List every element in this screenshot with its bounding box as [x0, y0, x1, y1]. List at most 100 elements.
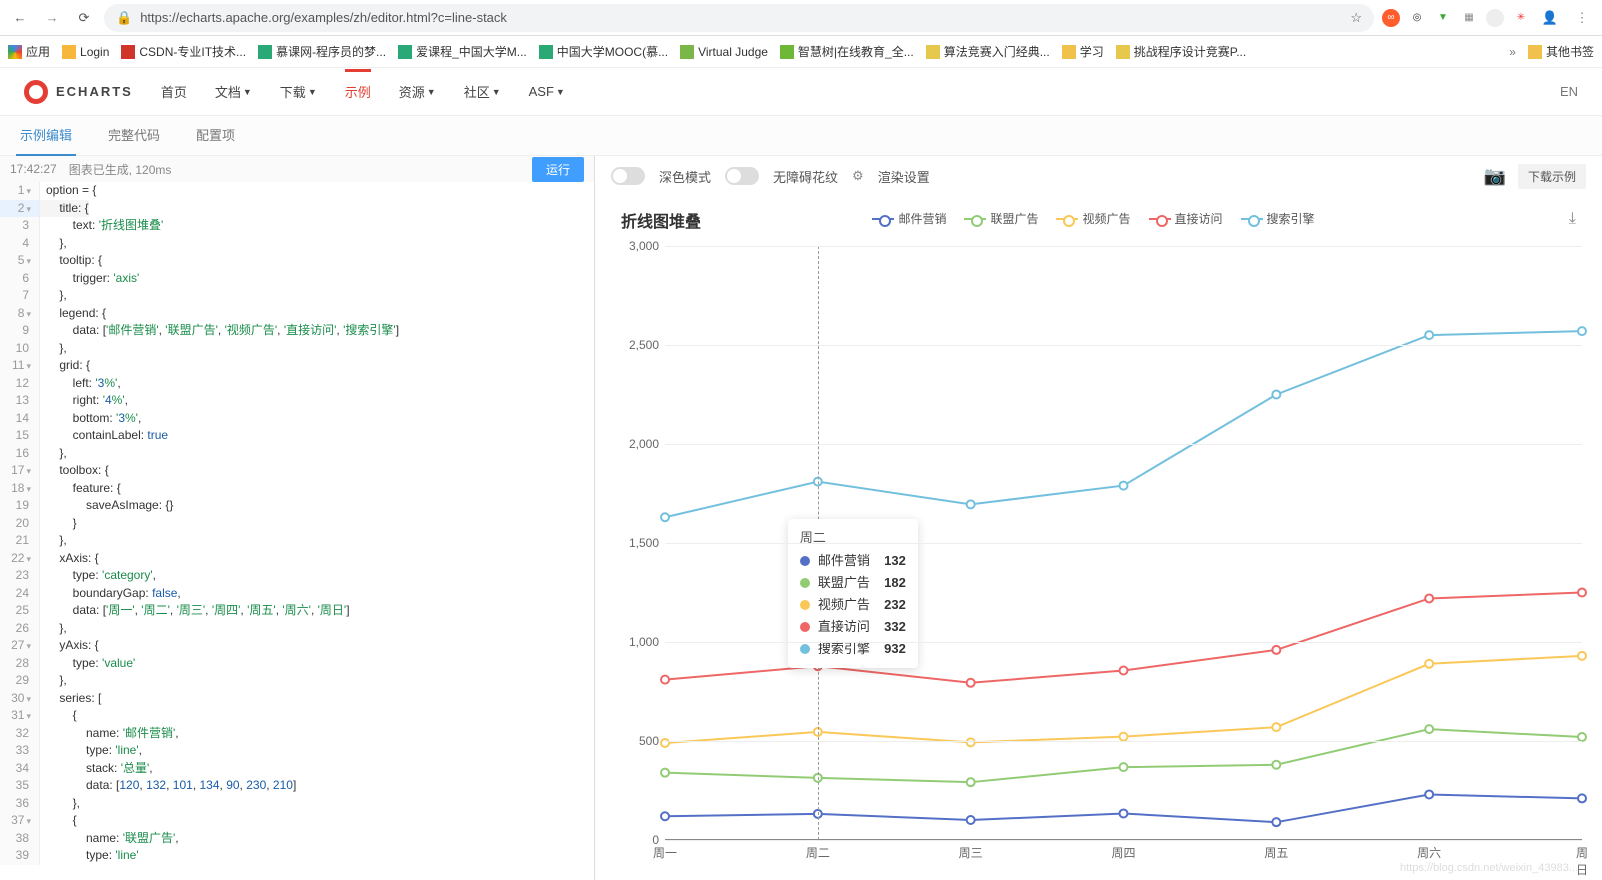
code-line[interactable]: 35 data: [120, 132, 101, 134, 90, 230, 2…	[0, 777, 594, 795]
code-line[interactable]: 32 name: '邮件营销',	[0, 725, 594, 743]
code-line[interactable]: 3 text: '折线图堆叠'	[0, 217, 594, 235]
code-line[interactable]: 19 saveAsImage: {}	[0, 497, 594, 515]
code-line[interactable]: 9 data: ['邮件营销', '联盟广告', '视频广告', '直接访问',…	[0, 322, 594, 340]
profile-icon[interactable]: 👤	[1538, 6, 1562, 30]
code-line[interactable]: 11▾ grid: {	[0, 357, 594, 375]
code-line[interactable]: 5▾ tooltip: {	[0, 252, 594, 270]
code-line[interactable]: 27▾ yAxis: {	[0, 637, 594, 655]
lock-icon: 🔒	[116, 10, 132, 26]
logo[interactable]: ECHARTS	[24, 80, 133, 104]
nav-示例[interactable]: 示例	[345, 82, 371, 101]
download-button[interactable]: 下载示例	[1518, 164, 1586, 189]
code-line[interactable]: 22▾ xAxis: {	[0, 550, 594, 568]
code-line[interactable]: 28 type: 'value'	[0, 655, 594, 673]
render-settings-label[interactable]: 渲染设置	[878, 167, 930, 186]
chevron-down-icon: ▼	[308, 87, 317, 97]
extension-icon[interactable]	[1486, 9, 1504, 27]
bookmarks-overflow[interactable]: »	[1509, 45, 1516, 59]
bookmark-item[interactable]: 学习	[1062, 43, 1104, 60]
legend-video[interactable]: 视频广告	[1056, 210, 1130, 227]
bookmark-item[interactable]: 算法竞赛入门经典...	[926, 43, 1050, 60]
camera-icon[interactable]: 📷	[1484, 166, 1506, 187]
dark-mode-toggle[interactable]	[611, 167, 645, 185]
code-line[interactable]: 15 containLabel: true	[0, 427, 594, 445]
nav-文档[interactable]: 文档▼	[215, 82, 252, 101]
bookmark-item[interactable]: 爱课程_中国大学M...	[398, 43, 527, 60]
nav-下载[interactable]: 下载▼	[280, 82, 317, 101]
code-line[interactable]: 4 },	[0, 235, 594, 253]
language-switch[interactable]: EN	[1560, 84, 1578, 99]
code-line[interactable]: 17▾ toolbox: {	[0, 462, 594, 480]
bookmark-item[interactable]: Login	[62, 45, 109, 59]
run-button[interactable]: 运行	[532, 157, 584, 182]
bookmark-item[interactable]: 挑战程序设计竞赛P...	[1116, 43, 1246, 60]
code-line[interactable]: 23 type: 'category',	[0, 567, 594, 585]
code-line[interactable]: 16 },	[0, 445, 594, 463]
code-editor[interactable]: 1▾option = {2▾ title: {3 text: '折线图堆叠'4 …	[0, 182, 594, 880]
chart-plot[interactable]: 周二 邮件营销132联盟广告182视频广告232直接访问332搜索引擎932 0…	[665, 246, 1582, 840]
nav-社区[interactable]: 社区▼	[464, 82, 501, 101]
nav-资源[interactable]: 资源▼	[399, 82, 436, 101]
nav-首页[interactable]: 首页	[161, 82, 187, 101]
bookmark-item[interactable]: 中国大学MOOC(慕...	[539, 43, 668, 60]
nav-links: 首页 文档▼ 下载▼ 示例 资源▼ 社区▼ ASF▼	[161, 82, 565, 101]
forward-button[interactable]: →	[40, 6, 64, 30]
code-line[interactable]: 36 },	[0, 795, 594, 813]
code-line[interactable]: 29 },	[0, 672, 594, 690]
menu-icon[interactable]: ⋮	[1570, 6, 1594, 30]
apps-button[interactable]: 应用	[8, 43, 50, 60]
code-line[interactable]: 18▾ feature: {	[0, 480, 594, 498]
code-line[interactable]: 34 stack: '总量',	[0, 760, 594, 778]
bookmark-item[interactable]: Virtual Judge	[680, 45, 768, 59]
tooltip-dot	[800, 600, 810, 610]
bookmark-item[interactable]: 慕课网-程序员的梦...	[258, 43, 386, 60]
legend-direct[interactable]: 直接访问	[1149, 210, 1223, 227]
subtab-1[interactable]: 完整代码	[104, 115, 164, 156]
code-line[interactable]: 24 boundaryGap: false,	[0, 585, 594, 603]
legend-mail[interactable]: 邮件营销	[872, 210, 946, 227]
code-line[interactable]: 12 left: '3%',	[0, 375, 594, 393]
bookmark-item[interactable]: CSDN-专业IT技术...	[121, 43, 246, 60]
extension-icon[interactable]: ✳	[1512, 9, 1530, 27]
code-line[interactable]: 37▾ {	[0, 812, 594, 830]
code-line[interactable]: 7 },	[0, 287, 594, 305]
code-line[interactable]: 14 bottom: '3%',	[0, 410, 594, 428]
code-line[interactable]: 21 },	[0, 532, 594, 550]
bookmark-item[interactable]: 智慧树|在线教育_全...	[780, 43, 914, 60]
subtab-2[interactable]: 配置项	[192, 115, 239, 156]
code-line[interactable]: 26 },	[0, 620, 594, 638]
code-line[interactable]: 10 },	[0, 340, 594, 358]
code-line[interactable]: 25 data: ['周一', '周二', '周三', '周四', '周五', …	[0, 602, 594, 620]
extension-icon[interactable]: ∞	[1382, 9, 1400, 27]
y-tick-label: 3,000	[629, 239, 665, 253]
legend-search[interactable]: 搜索引擎	[1241, 210, 1315, 227]
bookmark-icon	[680, 45, 694, 59]
extension-icon[interactable]: ◎	[1408, 9, 1426, 27]
code-line[interactable]: 33 type: 'line',	[0, 742, 594, 760]
back-button[interactable]: ←	[8, 6, 32, 30]
save-image-icon[interactable]: ⤓	[1569, 210, 1576, 228]
extension-icon[interactable]: ▼	[1434, 9, 1452, 27]
legend-union[interactable]: 联盟广告	[964, 210, 1038, 227]
code-line[interactable]: 8▾ legend: {	[0, 305, 594, 323]
reload-button[interactable]: ⟳	[72, 6, 96, 30]
extension-icon[interactable]: ▦	[1460, 9, 1478, 27]
code-line[interactable]: 2▾ title: {	[0, 200, 594, 218]
legend-label: 搜索引擎	[1267, 210, 1315, 227]
code-line[interactable]: 1▾option = {	[0, 182, 594, 200]
other-bookmarks[interactable]: 其他书签	[1528, 43, 1594, 60]
legend-label: 直接访问	[1175, 210, 1223, 227]
url-bar[interactable]: 🔒 https://echarts.apache.org/examples/zh…	[104, 4, 1374, 32]
main-split: 17:42:27 图表已生成, 120ms 运行 1▾option = {2▾ …	[0, 156, 1602, 880]
code-line[interactable]: 30▾ series: [	[0, 690, 594, 708]
star-icon[interactable]: ☆	[1350, 10, 1362, 26]
subtab-0[interactable]: 示例编辑	[16, 115, 76, 156]
code-line[interactable]: 6 trigger: 'axis'	[0, 270, 594, 288]
code-line[interactable]: 13 right: '4%',	[0, 392, 594, 410]
accessible-toggle[interactable]	[725, 167, 759, 185]
code-line[interactable]: 38 name: '联盟广告',	[0, 830, 594, 848]
nav-ASF[interactable]: ASF▼	[529, 82, 565, 101]
code-line[interactable]: 31▾ {	[0, 707, 594, 725]
code-line[interactable]: 20 }	[0, 515, 594, 533]
code-line[interactable]: 39 type: 'line'	[0, 847, 594, 865]
